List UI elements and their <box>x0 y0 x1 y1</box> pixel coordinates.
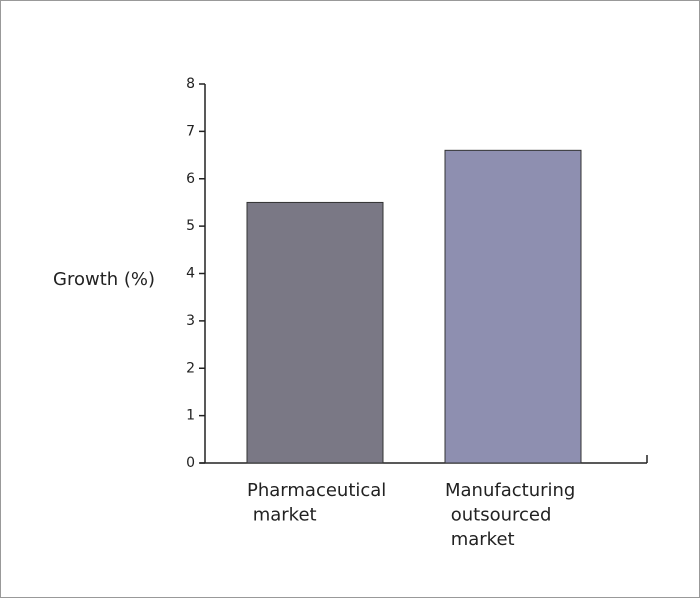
x-tick-label: Pharmaceutical market <box>247 480 386 526</box>
y-tick-label: 7 <box>186 123 195 139</box>
y-tick-label: 2 <box>186 360 195 376</box>
y-tick-label: 1 <box>186 408 195 424</box>
y-tick-label: 5 <box>186 218 195 234</box>
y-tick-label: 6 <box>186 171 195 187</box>
y-tick-label: 4 <box>186 266 195 282</box>
y-axis-label: Growth (%) <box>53 269 155 290</box>
y-tick-label: 3 <box>186 313 195 329</box>
y-tick-label: 8 <box>186 76 195 92</box>
x-tick-label: Manufacturing outsourced market <box>445 480 575 550</box>
y-tick-label: 0 <box>186 455 195 471</box>
bar <box>246 201 384 464</box>
bar <box>444 149 582 464</box>
